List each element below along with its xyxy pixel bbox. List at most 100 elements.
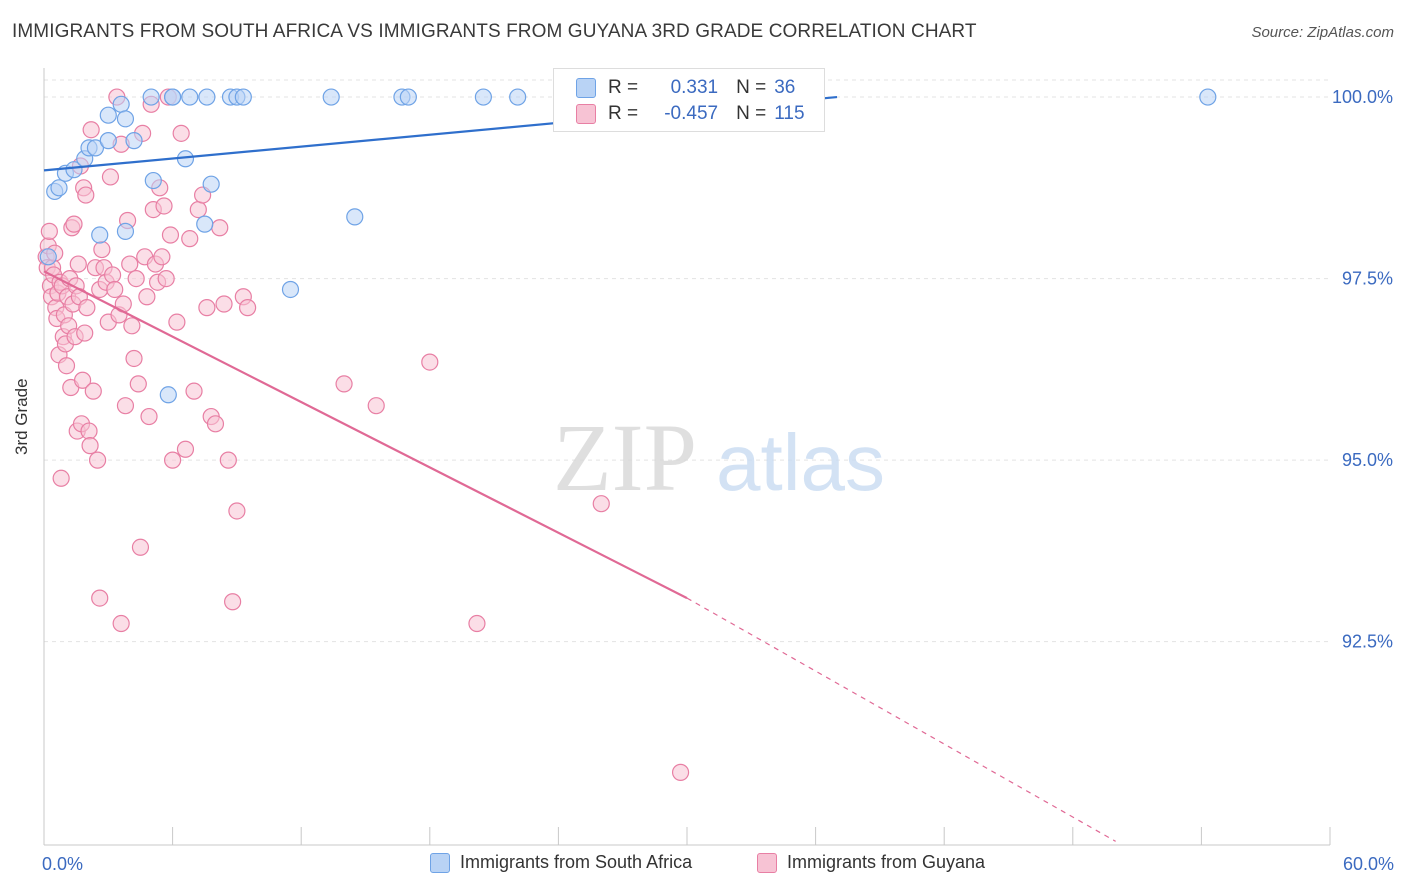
data-point-south-africa [112,95,130,113]
legend-r-label: R = [608,77,639,98]
y-tick-label: 100.0% [1332,87,1393,107]
data-point-guyana [52,469,70,487]
data-point-guyana [335,375,353,393]
legend-r-value-guyana: -0.457 [664,103,719,124]
data-point-guyana [138,288,156,306]
data-point-guyana [82,121,100,139]
data-point-guyana [157,269,175,288]
legend-r-label: R = [608,103,639,124]
data-point-guyana [181,230,199,248]
bottom-legend-guyana: Immigrants from Guyana [757,852,985,873]
gridlines [44,79,1330,643]
x-tick-labels: 0.0% 60.0% [42,854,1394,874]
data-point-south-africa [399,88,417,106]
data-point-guyana [198,299,216,317]
data-point-guyana [185,382,203,400]
data-point-guyana [65,215,83,233]
data-point-south-africa [86,139,105,157]
data-point-guyana [215,295,233,313]
data-point-guyana [40,222,58,240]
data-point-guyana [155,197,173,215]
data-point-guyana [80,422,98,440]
data-point-south-africa [164,88,182,106]
data-point-guyana [153,248,171,266]
data-point-south-africa [50,179,68,197]
bottom-legend-label-south-africa: Immigrants from South Africa [460,852,693,872]
data-point-south-africa [202,175,220,193]
data-point-guyana [125,349,143,368]
trend-line-guyana [43,270,688,600]
data-point-guyana [168,313,186,331]
y-tick-label: 92.5% [1342,632,1393,652]
data-point-guyana [103,266,122,284]
chart-title: IMMIGRANTS FROM SOUTH AFRICA VS IMMIGRAN… [12,21,977,42]
data-point-south-africa [474,88,492,106]
data-point-guyana [123,317,141,335]
data-point-guyana [76,324,94,342]
legend-n-value-south-africa: 36 [774,77,796,98]
data-point-south-africa [65,161,83,179]
watermark-atlas: atlas [716,418,885,507]
data-point-guyana [69,255,87,273]
data-point-guyana [127,269,145,288]
x-tick-label-max: 60.0% [1343,854,1394,874]
legend-n-label: N = [736,103,767,124]
bottom-legend-south-africa: Immigrants from South Africa [430,852,692,873]
data-point-guyana [84,382,102,400]
legend-row-guyana: R = -0.457 N = 115 [576,102,805,126]
axes [43,68,1331,846]
data-point-south-africa [509,88,527,106]
data-point-guyana [468,614,486,633]
y-axis-label: 3rd Grade [12,378,31,455]
data-point-guyana [131,538,150,556]
data-point-guyana [367,397,385,415]
data-point-guyana [421,353,439,371]
data-point-south-africa [234,88,252,106]
bottom-legend-swatch-south-africa [430,852,450,873]
correlation-legend: R = 0.331 N = 36 R = -0.457 N = 115 [553,68,825,132]
data-point-guyana [219,451,237,469]
legend-r-value-south-africa: 0.331 [670,77,719,98]
series-south-africa-points [39,88,1217,404]
legend-n-value-guyana: 115 [774,103,805,124]
data-point-guyana [112,614,130,633]
data-point-south-africa [144,171,162,190]
data-point-guyana [57,357,76,375]
data-point-south-africa [99,132,117,150]
legend-n-label: N = [736,77,767,98]
data-point-south-africa [198,88,216,106]
legend-swatch-guyana [576,104,596,124]
data-point-guyana [81,437,99,455]
y-tick-label: 95.0% [1342,450,1393,470]
data-point-south-africa [125,132,143,150]
data-point-south-africa [346,208,364,226]
data-point-south-africa [159,386,177,404]
data-point-guyana [161,226,180,244]
watermark-zip: ZIP [553,404,697,511]
data-point-south-africa [91,226,109,244]
data-point-guyana [671,763,690,781]
data-point-guyana [91,589,109,607]
data-point-south-africa [181,88,199,106]
data-point-south-africa [1199,88,1217,106]
data-point-south-africa [116,222,135,240]
data-point-guyana [206,415,225,433]
data-point-guyana [140,407,158,426]
data-point-guyana [176,440,195,458]
data-point-guyana [116,397,135,415]
data-point-guyana [73,371,92,389]
data-point-guyana [228,502,246,520]
data-point-south-africa [116,110,135,128]
data-point-guyana [172,124,190,142]
trend-line-guyana-extrapolated [686,597,1116,842]
bottom-legend-swatch-guyana [757,852,777,873]
bottom-legend-label-guyana: Immigrants from Guyana [787,852,986,872]
data-point-guyana [224,593,242,611]
data-point-south-africa [142,88,160,106]
data-point-guyana [93,240,111,259]
data-point-guyana [121,255,139,273]
data-point-south-africa [39,248,57,266]
legend-row-south-africa: R = 0.331 N = 36 [576,76,795,100]
data-point-guyana [239,299,257,317]
